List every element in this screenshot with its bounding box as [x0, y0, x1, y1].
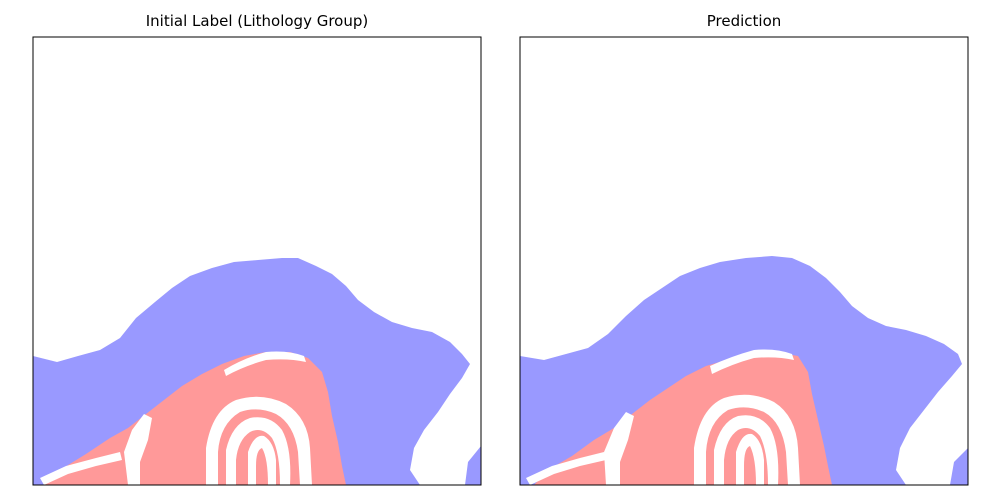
white-arc-core: [248, 435, 276, 485]
panel-prediction: Prediction: [519, 12, 969, 486]
panel-title-initial-label: Initial Label (Lithology Group): [146, 12, 368, 30]
white-arc-inner: [226, 417, 291, 485]
white-arc-inner: [714, 415, 779, 485]
white-arc-outer: [206, 396, 312, 485]
white-arc-outer: [694, 394, 800, 485]
panel-initial-label: Initial Label (Lithology Group): [32, 12, 482, 486]
white-band-top: [710, 349, 794, 374]
white-bands-initial-label: [40, 351, 312, 485]
white-band-left: [124, 414, 152, 485]
heatmap-prediction: [520, 256, 968, 485]
panel-title-prediction: Prediction: [707, 12, 782, 30]
white-bands-prediction: [526, 349, 800, 485]
white-band-left: [604, 412, 634, 485]
axes-frame-initial-label: [32, 36, 482, 486]
axes-frame-prediction: [519, 36, 969, 486]
heatmap-initial-label: [33, 258, 481, 485]
white-arc-core: [736, 433, 764, 485]
white-band-top: [224, 351, 306, 376]
white-band-bottom-left: [526, 452, 606, 485]
white-band-bottom-left: [40, 452, 122, 485]
